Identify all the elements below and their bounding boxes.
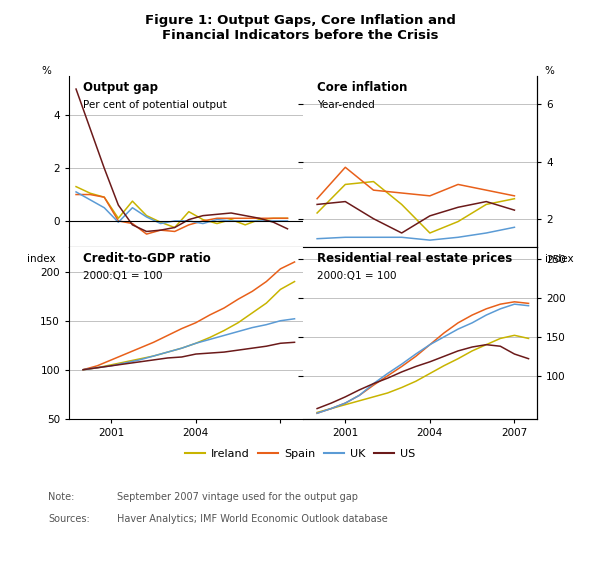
Text: 2000:Q1 = 100: 2000:Q1 = 100 (317, 271, 397, 281)
Text: index: index (27, 254, 56, 264)
Text: September 2007 vintage used for the output gap: September 2007 vintage used for the outp… (117, 492, 358, 502)
Text: Year-ended: Year-ended (317, 100, 375, 110)
Text: Sources:: Sources: (48, 514, 90, 524)
Text: Output gap: Output gap (83, 81, 158, 94)
Legend: Ireland, Spain, UK, US: Ireland, Spain, UK, US (181, 445, 419, 464)
Text: Per cent of potential output: Per cent of potential output (83, 100, 227, 110)
Text: Credit-to-GDP ratio: Credit-to-GDP ratio (83, 252, 211, 265)
Text: index: index (545, 254, 574, 264)
Text: %: % (545, 66, 554, 76)
Text: Core inflation: Core inflation (317, 81, 407, 94)
Text: Note:: Note: (48, 492, 74, 502)
Text: Figure 1: Output Gaps, Core Inflation and
Financial Indicators before the Crisis: Figure 1: Output Gaps, Core Inflation an… (145, 14, 455, 42)
Text: %: % (41, 66, 51, 76)
Text: Haver Analytics; IMF World Economic Outlook database: Haver Analytics; IMF World Economic Outl… (117, 514, 388, 524)
Text: Residential real estate prices: Residential real estate prices (317, 252, 512, 265)
Text: 2000:Q1 = 100: 2000:Q1 = 100 (83, 271, 163, 281)
